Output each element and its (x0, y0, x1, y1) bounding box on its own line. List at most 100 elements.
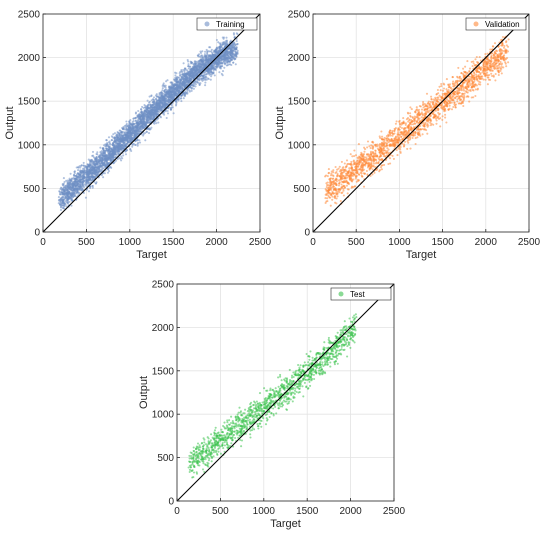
data-point (216, 52, 219, 55)
data-point (111, 153, 114, 156)
data-point (62, 186, 65, 189)
data-point (161, 89, 164, 92)
data-point (131, 145, 134, 148)
data-point (139, 124, 143, 127)
data-point (68, 190, 71, 193)
data-point (206, 77, 209, 80)
data-point (66, 196, 69, 199)
data-point (119, 141, 122, 144)
data-point (72, 184, 75, 187)
data-point (135, 116, 138, 119)
data-point (132, 128, 135, 131)
data-point (86, 175, 89, 178)
data-point (134, 125, 137, 128)
data-point (63, 180, 66, 183)
data-point (143, 117, 146, 120)
data-point (153, 115, 156, 118)
data-point (182, 80, 185, 84)
data-point (174, 100, 177, 103)
data-point (62, 177, 65, 180)
data-point (102, 154, 105, 157)
data-point (211, 51, 214, 54)
data-point (105, 139, 108, 142)
data-point (111, 155, 114, 158)
data-point (89, 167, 92, 170)
data-point (235, 40, 238, 43)
data-point (188, 79, 191, 82)
data-point (125, 120, 128, 123)
data-point (142, 134, 145, 137)
data-point (118, 148, 121, 151)
data-point (81, 169, 84, 172)
data-point (131, 123, 134, 126)
data-point (160, 108, 163, 112)
data-point (143, 132, 147, 135)
data-point (137, 141, 140, 144)
data-point (66, 193, 69, 196)
data-point (233, 41, 236, 44)
data-point (215, 59, 218, 62)
data-point (112, 133, 115, 136)
data-point (174, 104, 178, 107)
data-point (94, 172, 97, 175)
data-point (91, 184, 94, 188)
data-point (204, 81, 207, 84)
data-point (118, 132, 121, 135)
data-point (229, 53, 232, 56)
data-point (96, 162, 100, 165)
data-point (118, 129, 121, 132)
y-tick-label: 1000 (18, 140, 41, 151)
data-point (182, 97, 185, 100)
data-point (89, 187, 92, 190)
data-point (65, 201, 68, 204)
data-point (166, 109, 169, 113)
data-point (120, 144, 124, 147)
data-point (122, 154, 125, 157)
data-point (221, 36, 224, 39)
data-point (78, 179, 81, 182)
data-point (118, 135, 121, 138)
data-point (164, 97, 167, 100)
data-point (114, 150, 117, 153)
data-point (205, 73, 208, 76)
data-point (225, 36, 228, 39)
data-point (117, 149, 120, 152)
data-point (129, 127, 132, 130)
data-point (69, 179, 72, 182)
data-point (200, 65, 203, 68)
data-point (174, 94, 177, 97)
data-point (215, 65, 218, 68)
data-point (120, 155, 123, 158)
data-point (331, 198, 334, 201)
data-point (77, 166, 80, 169)
data-point (175, 76, 178, 79)
data-point (181, 84, 184, 87)
data-point (326, 175, 329, 178)
y-axis-label: Output (4, 106, 16, 139)
data-point (138, 141, 142, 144)
data-point (79, 166, 82, 169)
data-point (223, 66, 226, 69)
data-point (206, 59, 209, 62)
legend: Training (196, 17, 258, 31)
data-point (109, 153, 112, 156)
data-point (194, 83, 197, 86)
validation-plot: 0 500 1000 1500 2000 250005001000150020002500… (274, 10, 541, 262)
data-point (228, 51, 231, 54)
data-point (213, 74, 216, 77)
data-point (127, 132, 130, 135)
data-point (132, 117, 135, 120)
data-point (217, 41, 220, 44)
data-point (210, 66, 213, 70)
data-point (63, 201, 66, 204)
data-point (67, 185, 70, 188)
data-point (331, 190, 334, 193)
data-point (327, 168, 330, 171)
data-point (70, 199, 74, 202)
data-point (80, 164, 83, 167)
data-point (92, 161, 95, 164)
data-point (136, 144, 139, 147)
data-point (121, 146, 124, 150)
data-point (116, 137, 119, 140)
data-point (140, 111, 143, 114)
